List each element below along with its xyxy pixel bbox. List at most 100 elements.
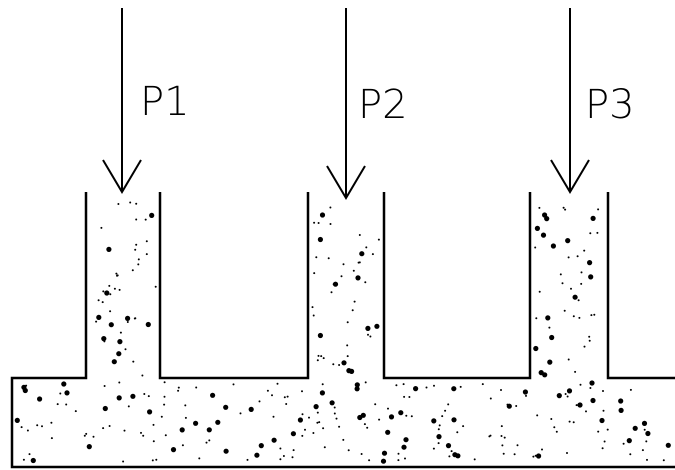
aggregate-dot	[590, 215, 596, 221]
aggregate-dot	[556, 393, 562, 399]
aggregate-dot	[154, 285, 157, 288]
aggregate-dot	[205, 441, 208, 444]
aggregate-dot	[402, 383, 405, 386]
aggregate-dot	[101, 301, 104, 304]
aggregate-dot	[65, 403, 68, 406]
aggregate-dot	[501, 444, 504, 447]
aggregate-dot	[576, 255, 579, 258]
aggregate-dot	[317, 354, 320, 357]
aggregate-dot	[329, 223, 332, 225]
aggregate-dot	[327, 257, 330, 260]
aggregate-dot	[580, 282, 583, 285]
aggregate-dot	[662, 459, 665, 462]
aggregate-dot	[572, 315, 575, 318]
aggregate-dot	[645, 430, 651, 437]
aggregate-dot	[119, 331, 122, 334]
aggregate-dot	[279, 447, 282, 450]
aggregate-dot	[170, 447, 177, 453]
aggregate-dot	[223, 448, 229, 454]
aggregate-dot	[568, 420, 571, 423]
aggregate-dot	[359, 251, 365, 257]
aggregate-dot	[564, 208, 567, 211]
aggregate-dot	[502, 452, 505, 455]
aggregate-dot	[632, 425, 638, 431]
aggregate-dot	[147, 395, 150, 398]
aggregate-dot	[137, 263, 140, 266]
aggregate-dot	[41, 425, 43, 428]
aggregate-dot	[503, 436, 506, 439]
aggregate-dot	[56, 403, 59, 406]
aggregate-dot	[74, 410, 77, 413]
aggregate-dot	[506, 403, 509, 406]
aggregate-dot	[547, 359, 553, 365]
aggregate-dot	[536, 453, 542, 459]
aggregate-dot	[438, 424, 441, 427]
aggregate-dot	[580, 271, 583, 274]
aggregate-dot	[574, 370, 577, 373]
aggregate-dot	[380, 458, 387, 464]
aggregate-dot	[329, 206, 332, 209]
aggregate-dot	[354, 386, 360, 392]
aggregate-dot	[548, 326, 551, 329]
aggregate-dot	[522, 389, 529, 395]
aggregate-dot	[618, 398, 624, 404]
aggregate-dot	[342, 263, 345, 266]
aggregate-dot	[353, 300, 356, 303]
aggregate-dot	[248, 406, 254, 412]
aggregate-dot	[489, 434, 492, 437]
aggregate-dot	[540, 232, 547, 238]
aggregate-dot	[152, 423, 155, 426]
aggregate-dot	[109, 310, 112, 313]
aggregate-dot	[163, 381, 166, 384]
aggregate-dot	[346, 321, 349, 324]
aggregate-dot	[283, 396, 286, 399]
aggregate-dot	[542, 372, 548, 378]
aggregate-dot	[462, 425, 465, 428]
aggregate-dot	[116, 395, 122, 401]
aggregate-dot	[22, 458, 25, 461]
aggregate-dot	[163, 403, 166, 406]
aggregate-dot	[643, 428, 646, 431]
aggregate-dot	[141, 374, 144, 377]
aggregate-dot	[258, 443, 264, 449]
aggregate-dot	[374, 403, 377, 406]
aggregate-dot	[317, 222, 320, 224]
aggregate-dot	[232, 383, 235, 386]
aggregate-dot	[341, 360, 347, 366]
aggregate-dot	[436, 434, 442, 440]
aggregate-dot	[404, 457, 406, 460]
aggregate-dot	[562, 206, 565, 209]
aggregate-dot	[258, 400, 261, 403]
aggregate-dot	[403, 437, 409, 443]
aggregate-dot	[332, 281, 339, 287]
aggregate-dot	[377, 238, 380, 241]
aggregate-dot	[145, 253, 148, 256]
aggregate-dot	[282, 455, 285, 457]
aggregate-dot	[365, 246, 368, 249]
aggregate-dot	[313, 221, 316, 224]
aggregate-dot	[572, 421, 575, 424]
aggregate-dot	[147, 409, 153, 415]
load-label: P3	[585, 82, 635, 128]
aggregate-dot	[606, 428, 609, 431]
aggregate-dot	[116, 351, 122, 357]
aggregate-dot	[367, 333, 369, 336]
aggregate-dot	[451, 417, 457, 423]
aggregate-dot	[118, 381, 121, 384]
aggregate-dot	[26, 429, 29, 432]
aggregate-dot	[445, 443, 452, 449]
aggregate-dot	[86, 444, 92, 450]
aggregate-dot	[599, 417, 605, 424]
aggregate-dot	[489, 397, 492, 400]
aggregate-dot	[286, 395, 289, 398]
aggregate-dot	[481, 383, 484, 386]
aggregate-dot	[254, 452, 260, 458]
aggregate-dot	[96, 314, 102, 320]
aggregate-dot	[59, 392, 62, 395]
aggregate-dot	[130, 393, 136, 399]
aggregate-dot	[597, 208, 600, 211]
aggregate-dot	[134, 317, 137, 320]
aggregate-dot	[564, 393, 567, 395]
aggregate-dot	[397, 459, 400, 462]
